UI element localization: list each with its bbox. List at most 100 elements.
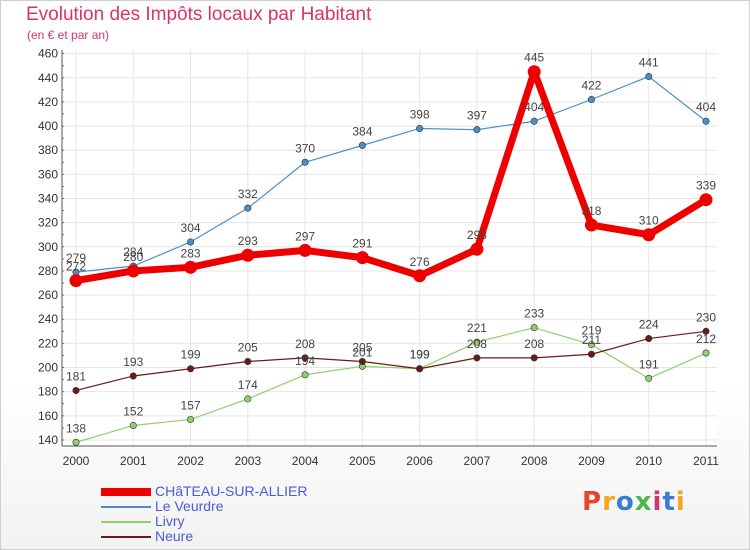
data-point [702, 327, 710, 335]
data-point [473, 354, 481, 362]
x-tick-label: 2007 [464, 454, 491, 468]
series-line [75, 75, 707, 273]
legend-item: CHâTEAU-SUR-ALLIER [101, 484, 361, 499]
logo-letter: P [582, 487, 603, 517]
x-tick-label: 2009 [578, 454, 605, 468]
data-label: 398 [410, 107, 430, 121]
data-label: 304 [181, 221, 201, 235]
data-label: 276 [410, 255, 430, 269]
legend-label: Le Veurdre [155, 498, 224, 514]
data-point [126, 264, 140, 278]
data-label: 397 [467, 109, 487, 123]
data-label: 193 [123, 355, 143, 369]
data-label: 199 [181, 348, 201, 362]
data-label: 138 [66, 421, 86, 435]
x-tick-label: 2004 [292, 454, 319, 468]
data-point [702, 349, 710, 357]
data-label: 233 [524, 307, 544, 321]
data-label: 298 [467, 228, 487, 242]
data-point [72, 438, 80, 446]
x-tick-label: 2002 [177, 454, 204, 468]
y-tick-label: 280 [38, 264, 58, 278]
data-label: 422 [581, 79, 601, 93]
data-label: 339 [696, 179, 716, 193]
legend-label: Livry [155, 513, 185, 529]
data-label: 291 [352, 237, 372, 251]
data-label: 445 [524, 51, 544, 65]
data-label: 272 [66, 260, 86, 274]
x-tick-label: 2006 [406, 454, 433, 468]
data-point [244, 395, 252, 403]
data-label: 174 [238, 378, 258, 392]
x-tick-label: 2011 [693, 454, 719, 468]
data-point [416, 124, 424, 132]
data-label: 370 [295, 141, 315, 155]
legend-swatch [101, 536, 151, 538]
y-tick-label: 140 [38, 433, 58, 447]
proxiti-logo: Proxiti [582, 487, 686, 517]
data-point [244, 357, 252, 365]
y-tick-label: 340 [38, 192, 58, 206]
logo-letter: x [634, 487, 653, 517]
logo-letter: i [675, 487, 686, 517]
data-point [645, 73, 653, 81]
plot-area [62, 50, 717, 446]
y-tick-label: 360 [38, 167, 58, 181]
y-tick-label: 440 [38, 71, 58, 85]
data-label: 208 [295, 337, 315, 351]
data-label: 208 [467, 337, 487, 351]
data-point [416, 365, 424, 373]
legend-item: Livry [101, 514, 361, 529]
data-point [187, 238, 195, 246]
data-label: 224 [639, 318, 659, 332]
data-label: 157 [181, 398, 201, 412]
data-label: 332 [238, 187, 258, 201]
data-label: 199 [410, 348, 430, 362]
y-tick-label: 420 [38, 95, 58, 109]
data-point [301, 354, 309, 362]
legend-swatch [101, 521, 151, 523]
data-point [301, 371, 309, 379]
data-label: 230 [696, 310, 716, 324]
data-point [587, 96, 595, 104]
data-label: 283 [181, 246, 201, 260]
data-label: 280 [123, 250, 143, 264]
data-point [587, 350, 595, 358]
data-point [69, 274, 83, 288]
y-tick-label: 260 [38, 288, 58, 302]
y-tick-label: 400 [38, 119, 58, 133]
y-tick-label: 160 [38, 409, 58, 423]
data-label: 310 [639, 214, 659, 228]
data-label: 191 [639, 357, 659, 371]
data-label: 279 [66, 251, 86, 265]
logo-letter: r [602, 487, 616, 517]
legend-swatch [101, 488, 151, 496]
data-point [530, 354, 538, 362]
data-point [355, 251, 369, 265]
data-point [184, 260, 198, 274]
series-line [75, 327, 707, 443]
data-label: 293 [238, 234, 258, 248]
data-point [298, 243, 312, 257]
legend-item: Neure [101, 529, 361, 544]
series-line [75, 330, 707, 392]
y-tick-label: 380 [38, 143, 58, 157]
legend-label: CHâTEAU-SUR-ALLIER [155, 483, 308, 499]
chart-title: Evolution des Impôts locaux par Habitant [26, 4, 372, 25]
data-label: 219 [581, 324, 601, 338]
data-label: 205 [238, 340, 258, 354]
x-tick-label: 2001 [120, 454, 147, 468]
data-point [527, 65, 541, 79]
data-label: 318 [581, 204, 601, 218]
data-point [587, 341, 595, 349]
data-label: 441 [639, 56, 659, 70]
data-point [473, 338, 481, 346]
data-point [129, 421, 137, 429]
data-point [72, 386, 80, 394]
data-point [413, 269, 427, 283]
legend-label: Neure [155, 528, 194, 544]
x-tick-label: 2003 [234, 454, 261, 468]
y-tick-label: 220 [38, 336, 58, 350]
x-tick-label: 2000 [63, 454, 90, 468]
y-tick-label: 460 [38, 47, 58, 61]
